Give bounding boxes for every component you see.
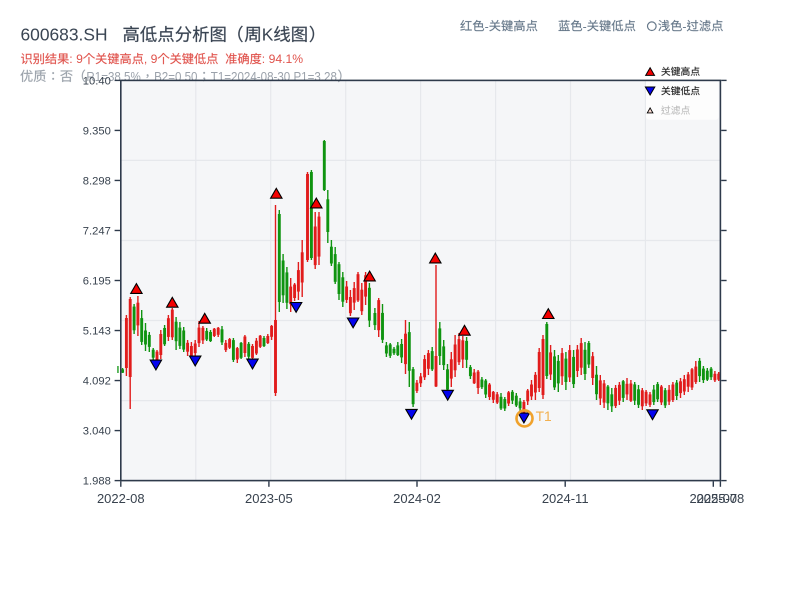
svg-text:K: K — [262, 25, 274, 45]
svg-text:-: - — [485, 19, 489, 33]
svg-text:2023-05: 2023-05 — [245, 491, 293, 506]
svg-text:6.195: 6.195 — [83, 275, 111, 287]
svg-text:1.988: 1.988 — [83, 476, 111, 488]
svg-text:T1: T1 — [536, 409, 552, 424]
svg-text:2024-02: 2024-02 — [393, 491, 441, 506]
svg-text:-: - — [682, 19, 686, 33]
svg-text:-: - — [583, 19, 587, 33]
svg-text:: 9: : 9 — [69, 52, 83, 66]
svg-text:, 9: , 9 — [144, 52, 158, 66]
svg-text:600683.SH: 600683.SH — [21, 25, 108, 45]
svg-text:8.298: 8.298 — [83, 175, 111, 187]
svg-text:B2=0.50: B2=0.50 — [154, 69, 197, 84]
svg-text:9.350: 9.350 — [83, 125, 111, 137]
svg-text:3.040: 3.040 — [83, 426, 111, 438]
svg-text:4.092: 4.092 — [83, 376, 111, 388]
svg-text:5.143: 5.143 — [83, 325, 111, 337]
svg-text:10.40: 10.40 — [83, 75, 111, 87]
svg-text:2024-11: 2024-11 — [542, 491, 589, 506]
svg-text:: 94.1%: : 94.1% — [262, 52, 303, 66]
svg-text:2025-07: 2025-07 — [689, 491, 737, 506]
svg-text:2022-08: 2022-08 — [97, 491, 145, 506]
svg-text:T1=2024-08-30 P1=3.28: T1=2024-08-30 P1=3.28 — [211, 69, 337, 84]
svg-text:7.247: 7.247 — [83, 225, 111, 237]
svg-text:2025-08: 2025-08 — [697, 491, 745, 506]
